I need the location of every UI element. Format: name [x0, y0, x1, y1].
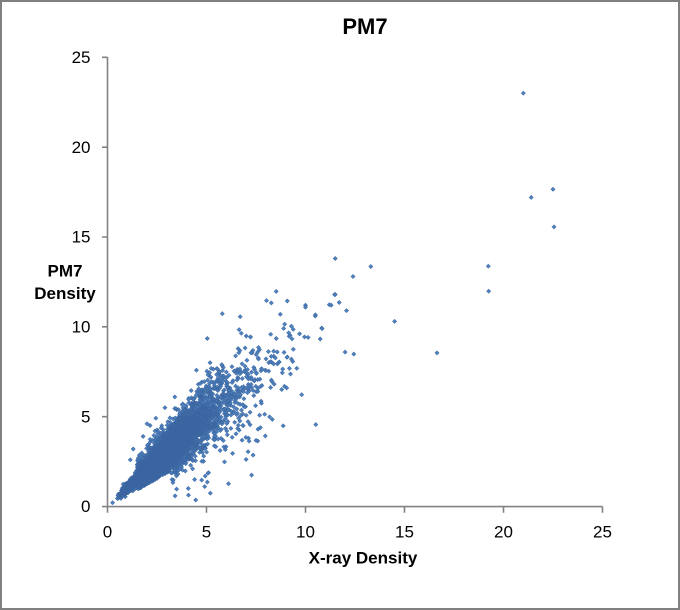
svg-text:15: 15 — [395, 523, 414, 542]
svg-text:Density: Density — [34, 284, 96, 303]
svg-text:0: 0 — [103, 523, 112, 542]
svg-text:25: 25 — [593, 523, 612, 542]
svg-text:5: 5 — [202, 523, 211, 542]
svg-text:X-ray Density: X-ray Density — [309, 549, 418, 568]
svg-text:PM7: PM7 — [342, 14, 387, 39]
svg-text:PM7: PM7 — [48, 262, 83, 281]
svg-text:0: 0 — [81, 497, 90, 516]
svg-text:20: 20 — [494, 523, 513, 542]
svg-text:15: 15 — [72, 228, 91, 247]
svg-text:10: 10 — [296, 523, 315, 542]
svg-text:10: 10 — [72, 318, 91, 337]
svg-text:25: 25 — [72, 48, 91, 67]
svg-text:5: 5 — [81, 407, 90, 426]
svg-text:20: 20 — [72, 138, 91, 157]
